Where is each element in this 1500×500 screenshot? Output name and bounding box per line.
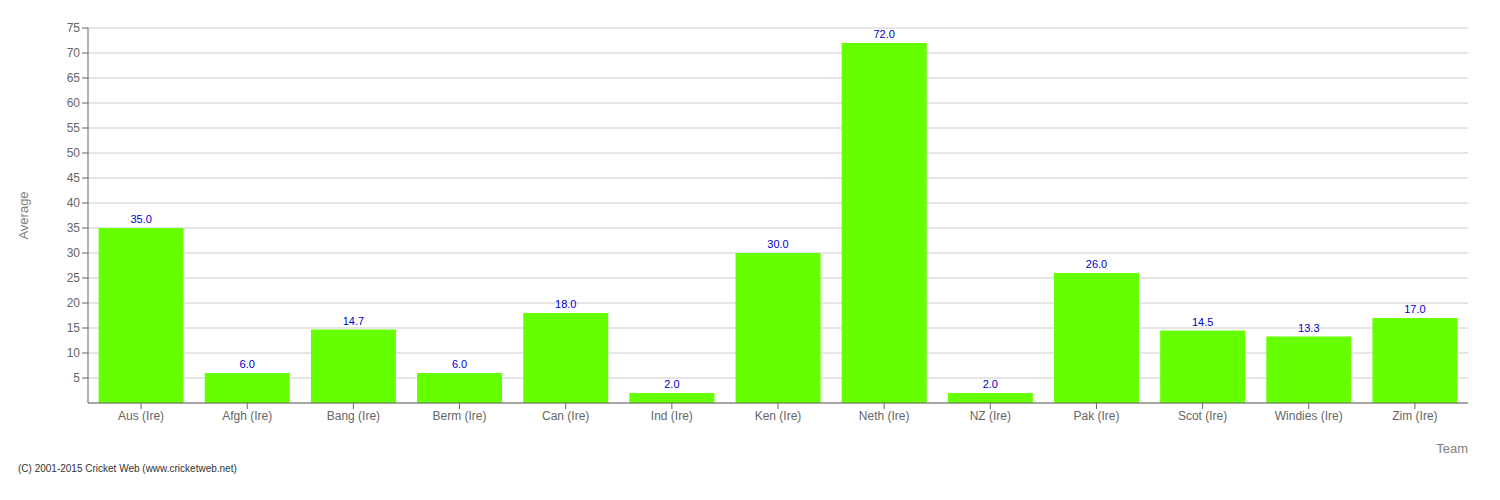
svg-text:75: 75 [67, 21, 81, 35]
svg-text:Pak (Ire): Pak (Ire) [1073, 409, 1119, 423]
svg-text:50: 50 [67, 146, 81, 160]
svg-text:26.0: 26.0 [1086, 258, 1107, 270]
svg-text:72.0: 72.0 [873, 28, 894, 40]
svg-text:20: 20 [67, 296, 81, 310]
svg-text:45: 45 [67, 171, 81, 185]
svg-text:6.0: 6.0 [452, 358, 467, 370]
svg-text:40: 40 [67, 196, 81, 210]
svg-text:Bang (Ire): Bang (Ire) [327, 409, 380, 423]
svg-text:10: 10 [67, 346, 81, 360]
svg-text:15: 15 [67, 321, 81, 335]
svg-text:5: 5 [73, 371, 80, 385]
svg-text:30: 30 [67, 246, 81, 260]
svg-text:25: 25 [67, 271, 81, 285]
svg-text:Average: Average [16, 191, 31, 239]
html-text:(C) 2001-2015 Cricket Web (www: (C) 2001-2015 Cricket Web (www.cricketwe… [18, 463, 237, 474]
svg-text:Can (Ire): Can (Ire) [542, 409, 589, 423]
svg-text:70: 70 [67, 46, 81, 60]
svg-text:Team: Team [1436, 441, 1468, 456]
svg-text:Neth (Ire): Neth (Ire) [859, 409, 910, 423]
svg-text:Afgh (Ire): Afgh (Ire) [222, 409, 272, 423]
svg-text:14.7: 14.7 [343, 315, 364, 327]
svg-text:13.3: 13.3 [1298, 322, 1319, 334]
svg-text:NZ (Ire): NZ (Ire) [970, 409, 1011, 423]
svg-text:60: 60 [67, 96, 81, 110]
svg-text:14.5: 14.5 [1192, 316, 1213, 328]
svg-text:6.0: 6.0 [240, 358, 255, 370]
svg-text:Ind (Ire): Ind (Ire) [651, 409, 693, 423]
svg-text:Scot (Ire): Scot (Ire) [1178, 409, 1227, 423]
svg-text:2.0: 2.0 [664, 378, 679, 390]
svg-text:55: 55 [67, 121, 81, 135]
svg-text:Windies (Ire): Windies (Ire) [1275, 409, 1343, 423]
svg-text:Aus (Ire): Aus (Ire) [118, 409, 164, 423]
svg-text:2.0: 2.0 [983, 378, 998, 390]
svg-text:18.0: 18.0 [555, 298, 576, 310]
svg-text:Berm (Ire): Berm (Ire) [433, 409, 487, 423]
svg-text:35: 35 [67, 221, 81, 235]
svg-text:65: 65 [67, 71, 81, 85]
svg-text:Zim (Ire): Zim (Ire) [1392, 409, 1437, 423]
svg-text:30.0: 30.0 [767, 238, 788, 250]
svg-text:17.0: 17.0 [1404, 303, 1425, 315]
svg-text:35.0: 35.0 [130, 213, 151, 225]
svg-text:Ken (Ire): Ken (Ire) [755, 409, 802, 423]
